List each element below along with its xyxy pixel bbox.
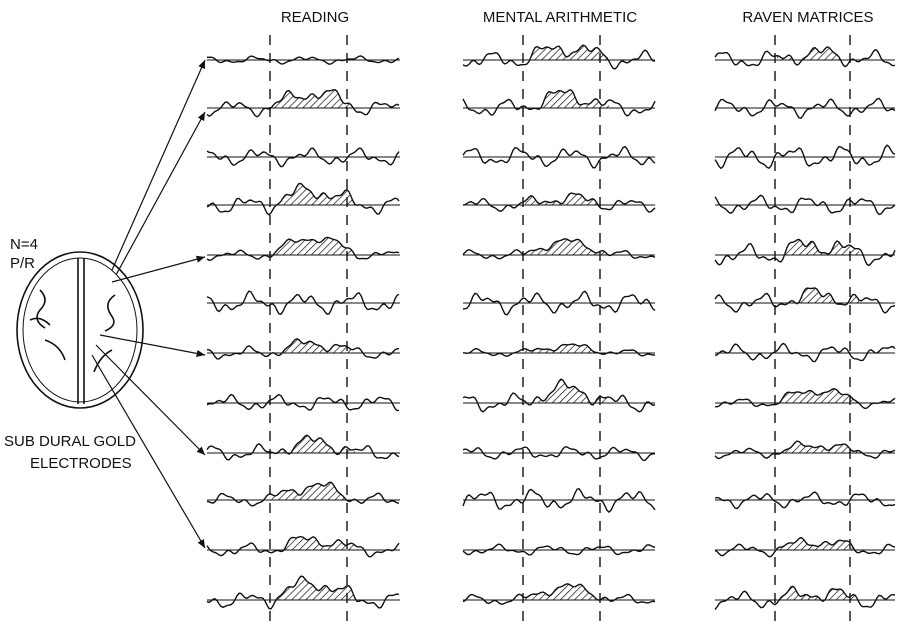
eeg-trace xyxy=(715,47,895,67)
eeg-trace xyxy=(463,447,655,460)
brain xyxy=(17,252,143,408)
arrow xyxy=(92,355,205,548)
column-header: READING xyxy=(281,9,349,26)
arrow xyxy=(100,335,205,355)
arrow xyxy=(116,112,205,275)
activation-fill xyxy=(777,389,859,403)
activation-fill xyxy=(777,47,859,60)
electrode-label: ELECTRODES xyxy=(30,455,132,472)
figure: READING MENTAL ARITHMETIC RAVEN MATRICES… xyxy=(0,0,898,627)
activation-fill xyxy=(271,90,355,108)
electrode-label: SUB DURAL GOLD xyxy=(4,433,136,450)
arrow xyxy=(112,60,205,270)
column-header: MENTAL ARITHMETIC xyxy=(483,9,637,26)
subject-count: N=4 xyxy=(10,236,38,253)
eeg-trace xyxy=(463,193,655,212)
subject-id: P/R xyxy=(10,255,35,272)
activation-fill xyxy=(525,584,609,600)
activation-fill xyxy=(777,239,859,255)
arrow xyxy=(112,257,205,282)
electrode-arrows xyxy=(92,60,205,548)
eeg-traces xyxy=(207,35,895,627)
activation-fill xyxy=(777,538,859,550)
column-header: RAVEN MATRICES xyxy=(742,9,873,26)
